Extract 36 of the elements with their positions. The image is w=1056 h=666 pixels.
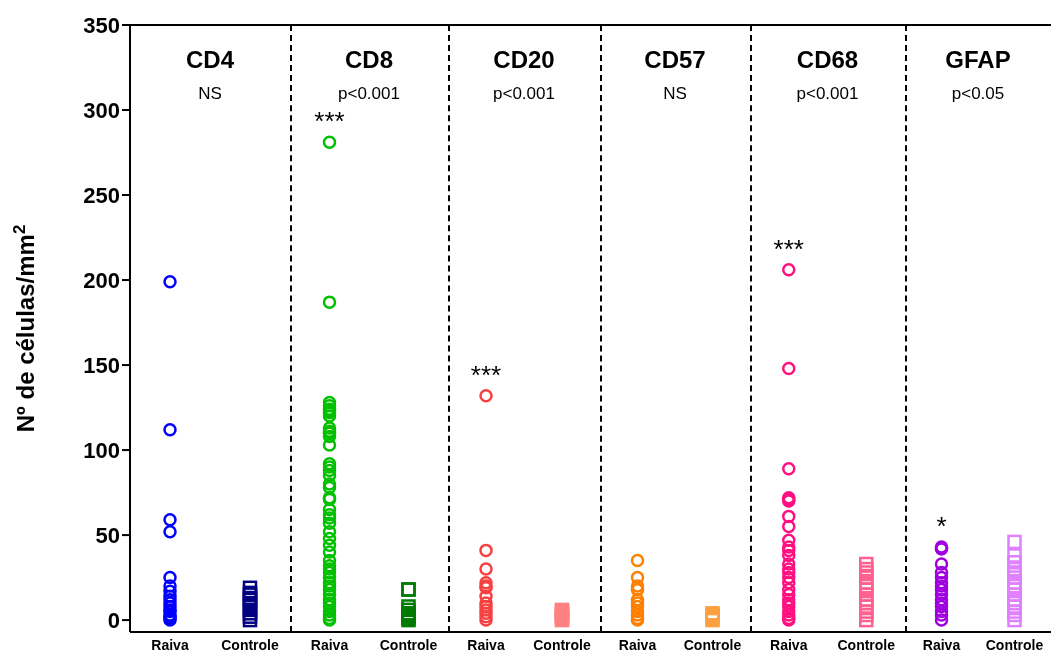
text: GFAP	[944, 46, 1012, 74]
text: CD57	[643, 46, 707, 74]
x-tick-label: Controle	[221, 636, 279, 653]
text: CD20	[492, 46, 556, 74]
text: CD8	[344, 46, 394, 74]
text: NS	[197, 84, 223, 104]
text: p<0.001	[795, 84, 860, 104]
x-tick-label: Controle	[379, 636, 438, 653]
y-tick-label: 200	[83, 267, 120, 293]
x-tick-label: Raiva	[151, 636, 189, 653]
x-tick-label: Controle	[985, 636, 1044, 653]
x-tick-label: Raiva	[922, 636, 961, 653]
x-tick-label: Raiva	[310, 636, 349, 653]
text: p<0.001	[337, 84, 401, 104]
text: p<0.001	[492, 84, 556, 104]
annotation: ***	[469, 359, 503, 390]
y-tick-label: 300	[83, 97, 120, 123]
annotation: ***	[313, 106, 346, 137]
x-tick-label: Raiva	[467, 636, 505, 653]
y-tick-label: 350	[83, 12, 120, 38]
annotation: ***	[772, 233, 805, 264]
y-tick-label: 50	[95, 522, 120, 548]
text: CD4	[185, 46, 235, 74]
x-tick-label: Raiva	[618, 636, 657, 653]
y-tick-label: 150	[83, 352, 120, 378]
y-tick-label: 100	[83, 437, 120, 463]
x-tick-label: Controle	[533, 636, 591, 653]
x-tick-label: Controle	[837, 636, 896, 653]
x-tick-label: Controle	[683, 636, 742, 653]
text: NS	[662, 84, 688, 104]
text: p<0.05	[950, 84, 1006, 104]
y-tick-label: 0	[107, 607, 120, 633]
x-tick-label: Raiva	[770, 636, 808, 653]
annotation: *	[935, 510, 948, 541]
text: CD68	[795, 46, 860, 74]
y-tick-label: 250	[83, 182, 120, 208]
